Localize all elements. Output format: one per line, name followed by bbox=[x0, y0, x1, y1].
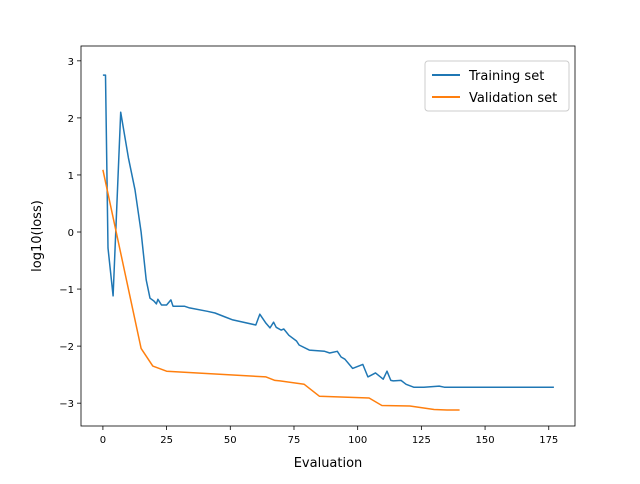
series-line-1 bbox=[102, 169, 460, 411]
series-line-0 bbox=[102, 74, 554, 388]
series-layer bbox=[102, 74, 554, 411]
x-tick-label: 25 bbox=[160, 435, 173, 446]
legend-label-training: Training set bbox=[468, 69, 544, 84]
x-tick-label: 100 bbox=[348, 435, 367, 446]
y-axis-label: log10(loss) bbox=[30, 200, 45, 272]
plot-frame bbox=[80, 45, 576, 427]
y-tick-label: −3 bbox=[59, 399, 74, 410]
x-tick-label: 125 bbox=[412, 435, 431, 446]
x-tick-label: 0 bbox=[100, 435, 106, 446]
y-tick-label: 3 bbox=[68, 57, 74, 68]
ticks-layer: 0 25 50 75 100 125 150 175 −3 −2 −1 0 1 2 3 bbox=[59, 57, 558, 446]
y-tick-label: 2 bbox=[68, 114, 74, 125]
legend-label-validation: Validation set bbox=[469, 91, 557, 106]
legend: Training set Validation set bbox=[424, 60, 570, 112]
x-tick-label: 175 bbox=[539, 435, 558, 446]
y-tick-label: −1 bbox=[59, 285, 74, 296]
x-axis-label: Evaluation bbox=[294, 456, 363, 471]
legend-frame bbox=[424, 60, 570, 112]
y-tick-label: −2 bbox=[59, 342, 74, 353]
y-tick-label: 1 bbox=[68, 171, 74, 182]
y-tick-label: 0 bbox=[68, 228, 74, 239]
x-tick-label: 50 bbox=[224, 435, 237, 446]
x-tick-label: 75 bbox=[288, 435, 301, 446]
x-tick-label: 150 bbox=[476, 435, 495, 446]
